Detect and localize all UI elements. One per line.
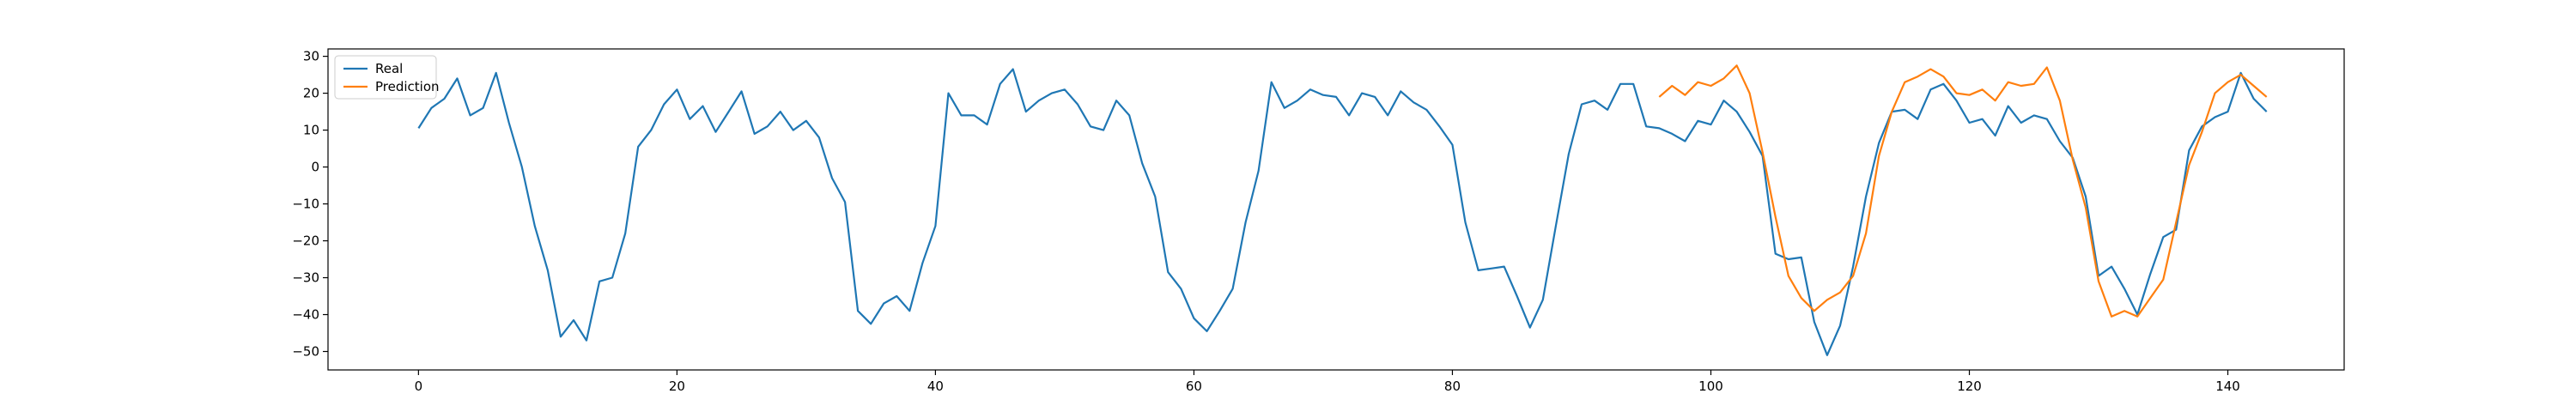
legend-label: Prediction — [375, 79, 440, 94]
x-tick-label: 120 — [1957, 379, 1982, 394]
series-line-prediction — [1658, 64, 2268, 318]
legend: Real Prediction — [334, 55, 440, 100]
legend-box — [334, 55, 437, 100]
y-tick-label: −30 — [292, 270, 319, 286]
series-line-real — [417, 68, 2268, 356]
x-tick-label: 40 — [927, 379, 944, 394]
x-tick-label: 0 — [415, 379, 423, 394]
plot-area — [327, 48, 2345, 371]
y-tick-label: 20 — [303, 86, 319, 101]
y-tick-label: 0 — [311, 160, 319, 175]
y-tick-label: 30 — [303, 49, 319, 64]
x-tick-label: 100 — [1698, 379, 1723, 394]
axis-ticks: 0 20 40 60 80 100 120 140 −50 −40 −30 −20 −10 0 10 20 30 — [292, 49, 2240, 394]
y-tick-label: −20 — [292, 233, 319, 249]
x-tick-label: 80 — [1444, 379, 1461, 394]
y-tick-label: −40 — [292, 307, 319, 323]
legend-label: Real — [375, 61, 403, 76]
y-tick-label: 10 — [303, 123, 319, 138]
x-tick-label: 60 — [1186, 379, 1202, 394]
series-lines — [417, 64, 2268, 356]
y-tick-label: −10 — [292, 197, 319, 212]
x-tick-label: 20 — [669, 379, 685, 394]
x-tick-label: 140 — [2215, 379, 2240, 394]
y-tick-label: −50 — [292, 344, 319, 360]
